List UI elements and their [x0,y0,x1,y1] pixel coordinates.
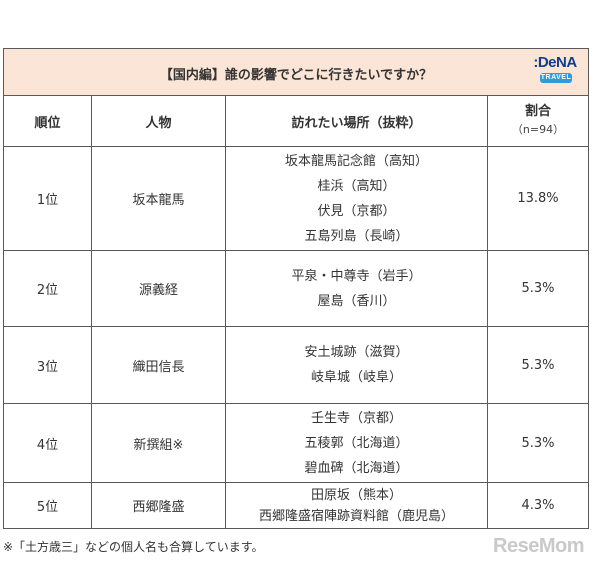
place-item: 屋島（香川） [317,293,396,309]
footnote: ※「土方歳三」などの個人名も合算しています。 [3,540,264,554]
place-item: 伏見（京都） [317,203,396,219]
rank-cell: 2位 [3,250,92,327]
logo-badge: TRAVEL [540,73,572,83]
person-cell: 坂本龍馬 [91,146,226,251]
place-item: 安土城跡（滋賀） [304,345,409,360]
place-item: 碧血碑（北海道） [304,460,409,476]
header-rate: 割合 （n=94） [487,95,589,147]
places-cell: 平泉・中尊寺（岩手） 屋島（香川） [225,250,488,327]
header-row: 順位 人物 訪れたい場所（抜粋） 割合 （n=94） [3,95,589,147]
title-cell: 【国内編】誰の影響でどこに行きたいですか？ :DeNA TRAVEL [3,48,589,96]
table-row: 1位 坂本龍馬 坂本龍馬記念館（高知） 桂浜（高知） 伏見（京都） 五島列島（長… [3,146,589,251]
rank-cell: 4位 [3,403,92,483]
header-rate-label: 割合 [524,104,551,119]
header-rank: 順位 [3,95,92,147]
table-row: 3位 織田信長 安土城跡（滋賀） 岐阜城（岐阜） 5.3% [3,326,589,404]
header-places: 訪れたい場所（抜粋） [225,95,488,147]
person-cell: 新撰組※ [91,403,226,483]
place-item: 壬生寺（京都） [310,410,402,426]
place-item: 岐阜城（岐阜） [310,370,402,385]
header-person: 人物 [91,95,226,147]
places-cell: 壬生寺（京都） 五稜郭（北海道） 碧血碑（北海道） [225,403,488,483]
rate-cell: 5.3% [487,250,589,327]
dena-travel-logo: :DeNA TRAVEL [532,54,578,90]
title-row: 【国内編】誰の影響でどこに行きたいですか？ :DeNA TRAVEL [3,48,589,96]
survey-table-container: 【国内編】誰の影響でどこに行きたいですか？ :DeNA TRAVEL 順位 人物… [3,48,589,529]
person-cell: 源義経 [91,250,226,327]
place-item: 平泉・中尊寺（岩手） [291,268,422,284]
rank-cell: 1位 [3,146,92,251]
rank-cell: 5位 [3,482,92,529]
table-row: 2位 源義経 平泉・中尊寺（岩手） 屋島（香川） 5.3% [3,250,589,327]
place-item: 五稜郭（北海道） [304,435,409,451]
person-cell: 西郷隆盛 [91,482,226,529]
logo-wordmark: :DeNA [533,54,577,71]
table-row: 4位 新撰組※ 壬生寺（京都） 五稜郭（北海道） 碧血碑（北海道） 5.3% [3,403,589,483]
places-cell: 安土城跡（滋賀） 岐阜城（岐阜） [225,326,488,404]
place-item: 桂浜（高知） [317,178,396,194]
resemom-watermark: ReseMom [493,535,584,557]
rate-cell: 4.3% [487,482,589,529]
table-row: 5位 西郷隆盛 田原坂（熊本） 西郷隆盛宿陣跡資料館（鹿児島） 4.3% [3,482,589,529]
place-item: 五島列島（長崎） [304,228,409,244]
header-rate-sample-size: （n=94） [511,123,565,136]
person-cell: 織田信長 [91,326,226,404]
survey-table: 【国内編】誰の影響でどこに行きたいですか？ :DeNA TRAVEL 順位 人物… [3,48,589,529]
place-item: 田原坂（熊本） [310,487,402,503]
place-item: 西郷隆盛宿陣跡資料館（鹿児島） [258,508,454,524]
rank-cell: 3位 [3,326,92,404]
place-item: 坂本龍馬記念館（高知） [284,153,428,169]
rate-cell: 5.3% [487,403,589,483]
places-cell: 坂本龍馬記念館（高知） 桂浜（高知） 伏見（京都） 五島列島（長崎） [225,146,488,251]
table-title: 【国内編】誰の影響でどこに行きたいですか？ [159,68,433,83]
rate-cell: 5.3% [487,326,589,404]
places-cell: 田原坂（熊本） 西郷隆盛宿陣跡資料館（鹿児島） [225,482,488,529]
rate-cell: 13.8% [487,146,589,251]
